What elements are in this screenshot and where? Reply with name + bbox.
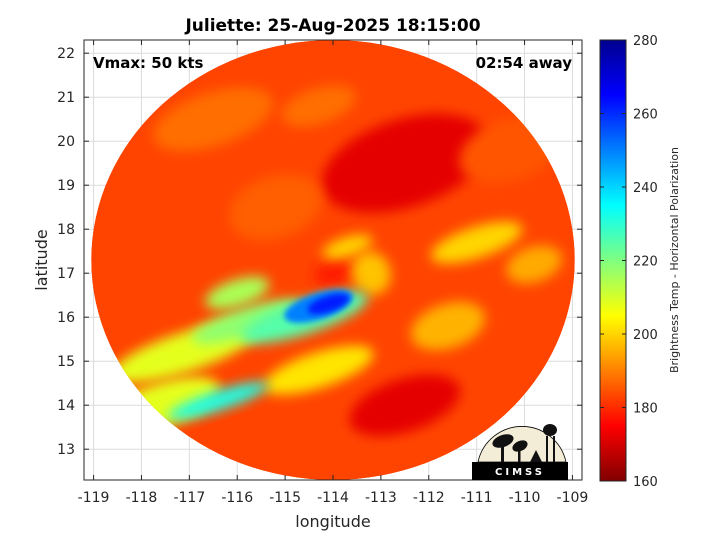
y-axis-ticks: 13 14 15 16 17 18 19 20 21 22 [57,46,582,458]
swath-feature [307,293,349,315]
swath-feature [430,221,523,264]
y-tick-label: 14 [57,398,75,414]
x-tick-label: -116 [221,490,253,506]
logo-text: CIMSS [495,467,545,478]
swath-feature [153,87,274,151]
x-tick-label: -117 [173,490,205,506]
swath-feature [349,374,461,436]
x-axis-label: longitude [295,512,370,531]
x-tick-label: -111 [461,490,493,506]
plot-area [91,40,575,480]
x-tick-label: -118 [126,490,158,506]
vmax-annotation: Vmax: 50 kts [93,54,203,72]
swath-feature [205,276,270,310]
x-tick-label: -109 [557,490,589,506]
y-tick-label: 22 [57,46,75,62]
colorbar-tick-label: 200 [633,328,658,343]
colorbar-tick-label: 280 [633,34,658,49]
swath-feature [506,245,562,284]
swath-feature [314,259,352,288]
y-tick-label: 16 [57,310,75,326]
time-away-annotation: 02:54 away [476,54,573,72]
swath-feature [322,234,373,260]
x-tick-label: -110 [509,490,541,506]
swath-feature [191,299,302,344]
swath-feature [351,251,391,295]
swath-features [101,85,562,436]
colorbar-tick-label: 220 [633,255,658,270]
swath-feature [229,174,323,241]
y-tick-label: 15 [57,354,75,370]
y-axis-label: latitude [32,229,51,290]
y-tick-label: 17 [57,266,75,282]
swath-feature [167,382,269,420]
y-tick-label: 21 [57,90,75,106]
swath-feature [321,113,488,213]
colorbar-tick-label: 160 [633,475,658,490]
swath-feature [263,345,374,395]
chart-title: Juliette: 25-Aug-2025 18:15:00 [184,16,480,36]
swath-feature [281,85,356,127]
brightness-swath [91,40,575,480]
x-tick-label: -114 [317,490,349,506]
x-tick-label: -115 [269,490,301,506]
colorbar-tick-label: 260 [633,108,658,123]
x-axis-ticks: -119 -118 -117 -116 -115 -114 -113 -112 -111 -110… [78,40,589,506]
y-tick-label: 19 [57,178,75,194]
colorbar-label: Brightness Temp - Horizontal Polarizatio… [668,147,681,373]
x-tick-label: -113 [365,490,397,506]
y-tick-label: 18 [57,222,75,238]
x-tick-label: -119 [78,490,110,506]
colorbar-ticks: 160 180 200 220 240 260 280 [600,34,658,490]
colorbar-tick-label: 180 [633,402,658,417]
swath-feature [410,301,485,351]
y-tick-label: 20 [57,134,75,150]
x-tick-label: -112 [413,490,445,506]
colorbar-tick-label: 240 [633,181,658,196]
y-tick-label: 13 [57,442,75,458]
cimss-logo: CIMSS [472,424,568,480]
